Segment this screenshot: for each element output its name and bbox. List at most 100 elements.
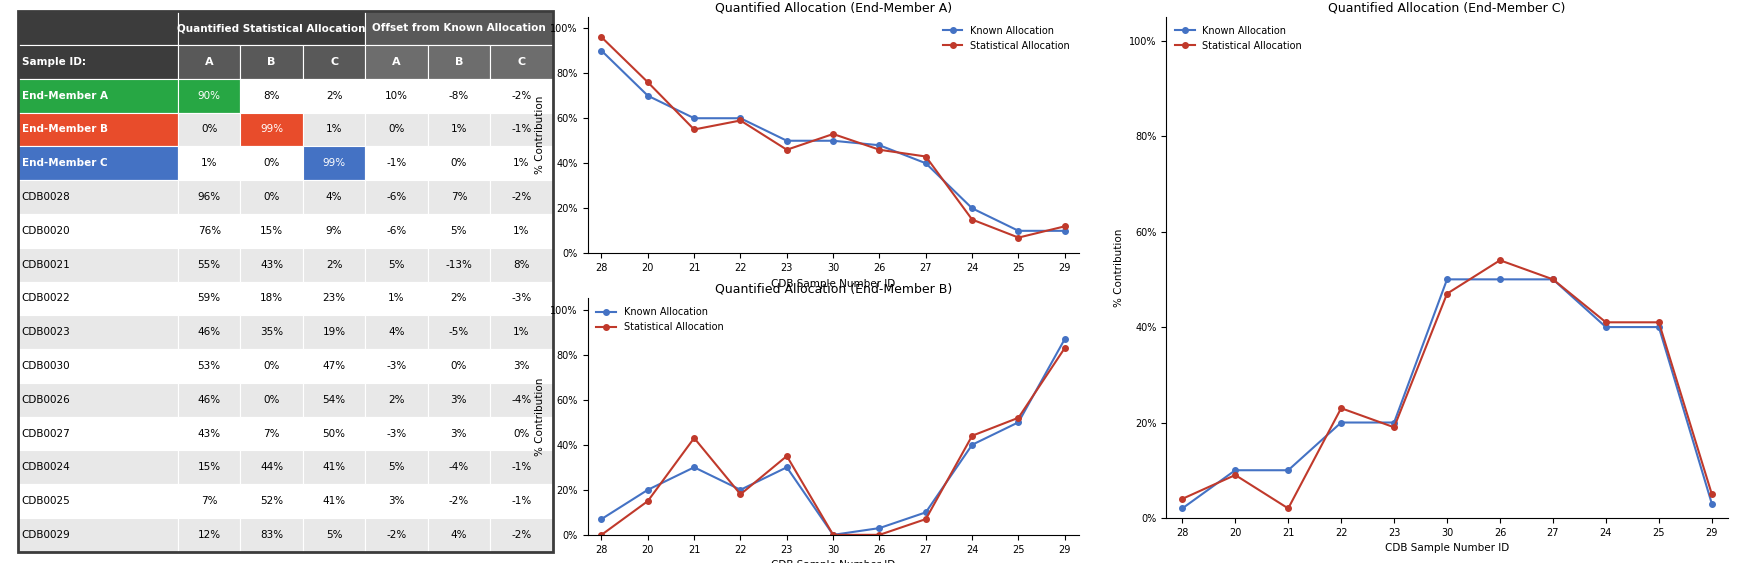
Known Allocation [916,160,937,167]
Known Allocation [1277,467,1298,473]
Known Allocation [823,531,844,538]
Bar [240,282,303,315]
Text: 0%: 0% [263,192,281,202]
Bar [18,214,179,248]
Known Allocation [1054,227,1075,234]
Bar [240,180,303,214]
Statistical Allocation [777,146,798,153]
Text: 2%: 2% [326,260,342,270]
Text: -2%: -2% [510,91,531,101]
Text: 43%: 43% [198,428,221,439]
Bar [428,349,489,383]
Text: 5%: 5% [326,530,342,540]
Bar [240,484,303,518]
Statistical Allocation [1009,234,1030,241]
Text: 0%: 0% [263,361,281,371]
Bar [179,349,240,383]
Text: C: C [517,57,526,67]
Legend: Known Allocation, Statistical Allocation: Known Allocation, Statistical Allocation [1172,22,1307,55]
Text: 7%: 7% [263,428,281,439]
Statistical Allocation [961,216,982,223]
Statistical Allocation [823,131,844,137]
Text: End-Member C: End-Member C [21,158,107,168]
Text: -6%: -6% [386,192,407,202]
Statistical Allocation [1172,495,1193,502]
Statistical Allocation [916,153,937,160]
Text: Offset from Known Allocation: Offset from Known Allocation [372,23,545,33]
Known Allocation [591,516,612,522]
Bar [303,45,365,79]
Known Allocation [1054,336,1075,342]
Bar [240,113,303,146]
Bar [365,11,553,45]
Bar [428,79,489,113]
Bar [240,45,303,79]
Known Allocation [961,441,982,448]
Bar [303,383,365,417]
Bar [240,146,303,180]
Statistical Allocation [1009,414,1030,421]
Known Allocation [868,525,889,531]
Bar [18,146,179,180]
Bar [18,349,179,383]
Text: CDB0025: CDB0025 [21,496,70,506]
Bar [18,282,179,315]
Bar [428,450,489,484]
Bar [365,79,428,113]
Bar [240,518,303,552]
Text: CDB0020: CDB0020 [21,226,70,236]
Text: 0%: 0% [451,361,467,371]
Statistical Allocation [1331,405,1352,412]
Text: 4%: 4% [451,530,467,540]
Text: -6%: -6% [386,226,407,236]
Bar [428,417,489,450]
Bar [18,11,179,45]
Bar [428,146,489,180]
Known Allocation [961,205,982,212]
Bar [179,146,240,180]
Text: 1%: 1% [514,158,530,168]
Text: 1%: 1% [326,124,342,135]
Bar [303,417,365,450]
Bar [303,349,365,383]
Bar [179,484,240,518]
Text: 1%: 1% [388,293,405,303]
Text: 35%: 35% [260,327,282,337]
Statistical Allocation [730,117,751,124]
Bar [489,518,553,552]
Statistical Allocation [591,531,612,538]
Text: 4%: 4% [388,327,405,337]
Statistical Allocation [730,491,751,498]
Text: 46%: 46% [198,327,221,337]
Text: 41%: 41% [323,496,346,506]
Text: 7%: 7% [451,192,467,202]
Text: 2%: 2% [326,91,342,101]
Bar [179,315,240,349]
Bar [365,248,428,282]
Bar [240,450,303,484]
Statistical Allocation [1054,345,1075,351]
Bar [179,417,240,450]
Text: 9%: 9% [326,226,342,236]
Bar [428,113,489,146]
Bar [489,282,553,315]
Bar [179,11,365,45]
Text: CDB0024: CDB0024 [21,462,70,472]
Text: 52%: 52% [260,496,282,506]
Text: 50%: 50% [323,428,346,439]
Bar [489,45,553,79]
Text: 7%: 7% [202,496,217,506]
Bar [303,282,365,315]
Line: Statistical Allocation: Statistical Allocation [598,34,1068,240]
Bar [240,417,303,450]
Text: 41%: 41% [323,462,346,472]
Bar [489,484,553,518]
Y-axis label: % Contribution: % Contribution [1114,228,1124,307]
Bar [18,383,179,417]
Known Allocation [1542,276,1563,283]
Statistical Allocation [684,435,705,441]
Statistical Allocation [1489,257,1510,263]
Bar [303,518,365,552]
Bar [179,113,240,146]
Bar [240,248,303,282]
